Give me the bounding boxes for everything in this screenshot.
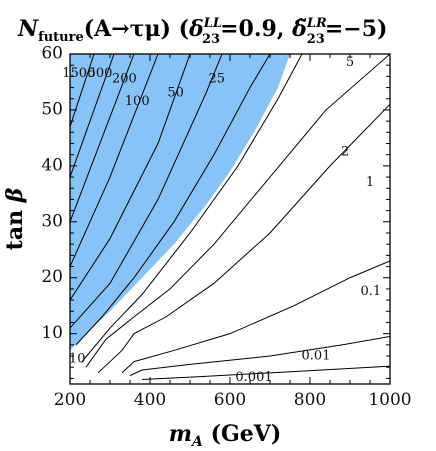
contour-line-0.001 xyxy=(141,365,390,381)
y-tick-label-10: 10 xyxy=(41,323,63,343)
x-tick-label-800: 800 xyxy=(294,390,326,410)
contour-line-5 xyxy=(81,54,303,362)
y-tick-label-50: 50 xyxy=(41,99,63,119)
x-tick-label-400: 400 xyxy=(134,390,166,410)
contour-line-1 xyxy=(97,103,390,374)
title-delta1-sup: LL xyxy=(203,16,222,31)
title-n-sub: future xyxy=(38,30,84,45)
contour-label-0.01: 0.01 xyxy=(302,349,331,364)
contour-label-100: 100 xyxy=(125,94,150,109)
allowed-region xyxy=(70,54,290,351)
y-tick-label-20: 20 xyxy=(41,267,63,287)
ylabel-tan: tan xyxy=(2,202,28,250)
contour-label-10: 10 xyxy=(69,351,86,366)
axis-ticks: 200 400 600 800 1000 10 20 30 40 50 60 xyxy=(41,44,411,411)
contour-label-2: 2 xyxy=(341,144,349,159)
contour-label-500: 500 xyxy=(88,66,113,81)
chart-title: Nfuture(A→τμ) (δLL 23=0.9, δ̃LR 23=−5) xyxy=(17,16,387,47)
title-delta2-sup: LR xyxy=(306,16,327,31)
ylabel-beta: β xyxy=(2,187,28,203)
contour-label-5: 5 xyxy=(346,55,354,70)
x-tick-label-1000: 1000 xyxy=(368,390,411,410)
title-n: N xyxy=(17,16,39,42)
xlabel-m: m xyxy=(169,421,192,447)
contour-line-25 xyxy=(70,54,223,329)
y-axis-label: tan β xyxy=(2,187,28,250)
contour-label-0.001: 0.001 xyxy=(235,370,272,385)
y-tick-label-30: 30 xyxy=(41,211,63,231)
x-tick-label-600: 600 xyxy=(214,390,246,410)
contour-label-25: 25 xyxy=(209,72,226,87)
title-process: (A→τμ) ( xyxy=(84,16,189,42)
contour-line-0.1 xyxy=(121,260,390,374)
contour-label-0.1: 0.1 xyxy=(360,284,381,299)
contour-line-0.01 xyxy=(129,335,390,377)
contour-line-2 xyxy=(85,54,390,368)
plot-area xyxy=(70,54,390,381)
contour-line-500 xyxy=(70,54,115,178)
title-val1: =0.9, xyxy=(220,16,292,42)
contour-lines xyxy=(70,54,390,381)
xlabel-unit: (GeV) xyxy=(203,421,281,447)
contour-line-50 xyxy=(70,54,191,301)
y-tick-label-60: 60 xyxy=(41,44,63,64)
x-tick-label-200: 200 xyxy=(54,390,86,410)
title-delta2-sub: 23 xyxy=(307,32,325,47)
title-val2: =−5) xyxy=(325,16,388,42)
title-delta1-sub: 23 xyxy=(202,32,220,47)
xlabel-m-sub: A xyxy=(190,434,203,450)
contour-label-1: 1 xyxy=(366,175,374,190)
contour-line-1500 xyxy=(70,54,95,127)
x-axis-label: mA (GeV) xyxy=(169,421,282,450)
contour-line-10 xyxy=(75,54,271,346)
contour-label-50: 50 xyxy=(167,86,184,101)
title-delta1: δ xyxy=(188,16,204,42)
contour-label-200: 200 xyxy=(112,72,137,87)
title-delta2: δ̃ xyxy=(291,16,307,42)
contour-line-100 xyxy=(70,54,159,267)
y-tick-label-40: 40 xyxy=(41,155,63,175)
contour-line-200 xyxy=(70,54,135,222)
